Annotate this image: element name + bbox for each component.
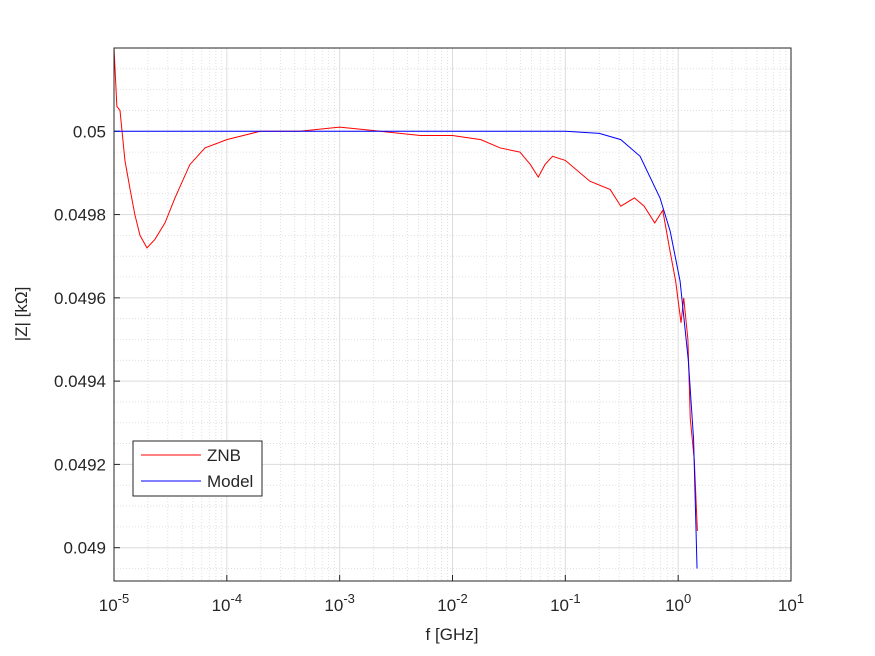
- x-tick-label: 10-1: [550, 591, 580, 615]
- y-tick-label: 0.0498: [54, 206, 106, 225]
- y-tick-label: 0.05: [73, 122, 106, 141]
- x-tick-label: 10-5: [99, 591, 129, 615]
- legend: ZNB Model: [132, 440, 263, 497]
- x-axis-label: f [GHz]: [426, 625, 479, 644]
- y-axis-label: |Z| [kΩ]: [12, 287, 31, 342]
- y-tick-label: 0.0496: [54, 289, 106, 308]
- legend-label: Model: [207, 472, 253, 491]
- y-tick-label: 0.0494: [54, 372, 106, 391]
- x-tick-label: 10-2: [437, 591, 467, 615]
- data-line: [114, 48, 698, 532]
- y-tick-label: 0.049: [63, 539, 106, 558]
- data-line: [114, 130, 698, 569]
- legend-box: [132, 440, 263, 497]
- x-tick-label: 100: [665, 591, 691, 615]
- x-tick-label: 10-4: [212, 591, 242, 615]
- y-tick-label: 0.0492: [54, 455, 106, 474]
- x-tick-label: 10-3: [324, 591, 354, 615]
- x-tick-label: 101: [778, 591, 804, 615]
- axes-box: [113, 47, 792, 582]
- legend-label: ZNB: [207, 446, 241, 465]
